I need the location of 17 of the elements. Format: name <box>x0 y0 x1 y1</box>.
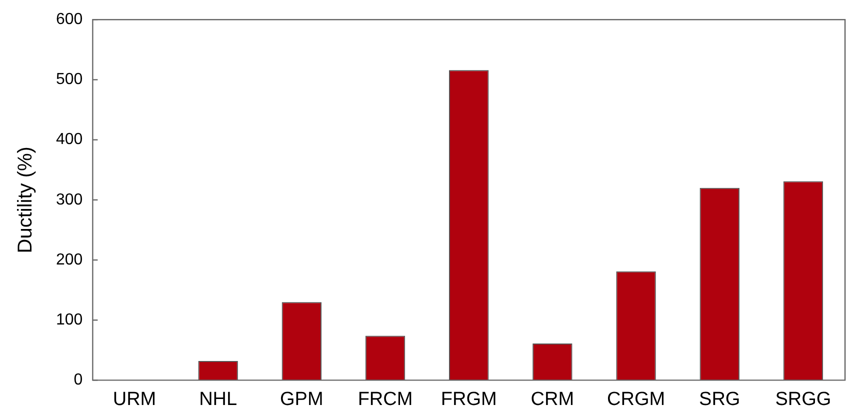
y-tick-label: 400 <box>56 131 83 148</box>
x-tick-label: CRGM <box>606 388 666 410</box>
x-tick-label: FRGM <box>440 388 497 410</box>
x-tick-label: SRG <box>699 388 740 410</box>
y-tick-label: 500 <box>56 71 83 88</box>
x-tick-label: CRM <box>530 388 574 410</box>
y-tick-label: 100 <box>56 312 83 329</box>
x-tick-label: NHL <box>199 388 238 410</box>
x-tick-label: FRCM <box>358 388 413 410</box>
x-tick-label: URM <box>112 388 156 410</box>
x-tick-label: SRGG <box>775 388 832 410</box>
y-tick-label: 0 <box>74 372 83 389</box>
x-tick-label: GPM <box>280 388 324 410</box>
y-tick-label: 200 <box>56 251 83 268</box>
y-tick-label: 600 <box>56 11 83 28</box>
y-axis-title: Ductility (%) <box>14 146 37 254</box>
y-tick-label: 300 <box>56 191 83 208</box>
